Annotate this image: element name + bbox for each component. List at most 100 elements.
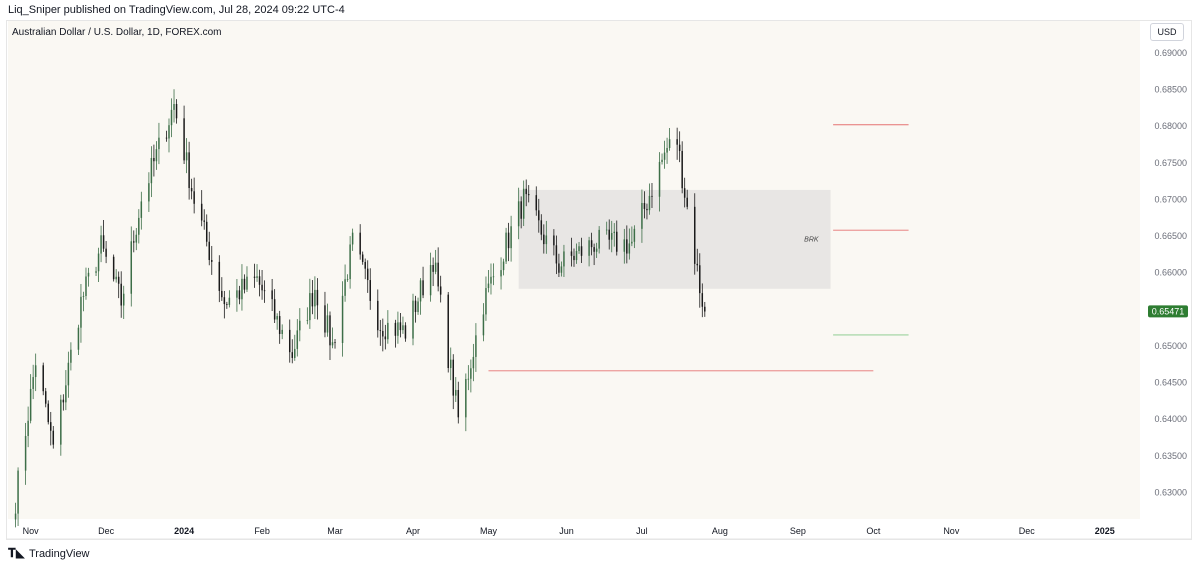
candle-up	[349, 244, 351, 280]
candle-up	[281, 329, 283, 335]
candle-up	[387, 322, 389, 340]
candle-up	[122, 293, 125, 306]
candle-down	[47, 403, 49, 423]
candle-up	[470, 368, 472, 379]
candle-up	[502, 261, 505, 271]
candle-down	[377, 300, 379, 331]
candle-down	[439, 286, 442, 295]
price-tick-label: 0.68000	[1154, 121, 1187, 131]
candle-down	[678, 144, 681, 151]
candle-up	[588, 240, 590, 256]
candle-down	[626, 239, 628, 254]
time-tick-label: Oct	[866, 526, 881, 536]
time-tick-label: Aug	[712, 526, 728, 536]
candle-down	[334, 342, 336, 344]
candle-up	[648, 195, 651, 211]
candle-up	[95, 271, 97, 273]
candle-up	[500, 270, 502, 277]
candle-up	[346, 279, 349, 280]
candle-up	[510, 226, 512, 249]
candle-up	[294, 348, 296, 358]
time-tick-label: Dec	[1019, 526, 1036, 536]
candle-down	[226, 304, 228, 305]
candle-up	[82, 295, 85, 297]
candle-up	[65, 385, 67, 403]
candle-down	[329, 315, 331, 346]
candle-up	[341, 295, 344, 343]
candle-down	[120, 283, 122, 306]
candle-up	[344, 279, 346, 296]
last-price-badge	[1148, 305, 1188, 318]
time-tick-label: Nov	[943, 526, 960, 536]
candle-up	[658, 161, 661, 197]
last-price-label: 0.65471	[1152, 306, 1185, 316]
candle-up	[465, 378, 467, 418]
candle-up	[412, 300, 414, 339]
candle-down	[686, 197, 688, 207]
candle-up	[14, 513, 17, 520]
candle-up	[578, 246, 580, 251]
time-tick-label: Dec	[98, 526, 115, 536]
candle-up	[140, 201, 143, 218]
candle-down	[590, 240, 593, 248]
publish-info: Liq_Sniper published on TradingView.com,…	[8, 4, 345, 16]
candle-up	[598, 229, 600, 249]
candle-up	[306, 320, 309, 321]
candle-up	[185, 152, 188, 161]
candle-up	[402, 325, 404, 331]
candle-down	[316, 289, 319, 306]
candle-up	[173, 104, 175, 110]
candle-down	[165, 137, 168, 139]
candle-up	[314, 289, 316, 307]
candle-up	[419, 280, 422, 302]
candle-down	[190, 188, 193, 192]
candle-down	[361, 254, 364, 262]
price-tick-label: 0.63000	[1154, 487, 1187, 497]
candle-up	[560, 266, 563, 273]
candle-up	[623, 239, 626, 252]
candle-up	[80, 296, 82, 328]
candle-down	[704, 306, 706, 312]
candle-down	[50, 422, 52, 431]
candle-up	[397, 322, 399, 336]
candle-down	[188, 152, 190, 189]
candle-down	[555, 245, 558, 264]
candle-down	[112, 256, 115, 280]
candle-down	[525, 188, 527, 195]
candle-up	[236, 290, 238, 298]
candle-up	[487, 283, 490, 289]
candle-up	[87, 272, 90, 277]
candle-down	[701, 293, 704, 307]
candle-up	[631, 241, 633, 244]
candle-down	[205, 221, 208, 242]
candle-up	[135, 234, 138, 243]
candle-down	[643, 203, 646, 209]
candle-down	[520, 201, 522, 219]
candle-down	[218, 261, 221, 291]
candle-down	[527, 194, 530, 196]
candle-up	[24, 435, 27, 471]
currency-button[interactable]: USD	[1150, 23, 1184, 41]
candle-up	[668, 139, 671, 148]
candle-up	[309, 293, 311, 321]
candle-up	[633, 228, 636, 242]
candle-down	[364, 261, 366, 269]
candle-down	[570, 251, 573, 256]
candle-down	[211, 260, 213, 262]
candle-up	[296, 330, 299, 349]
time-tick-label: 2024	[174, 526, 194, 536]
candle-down	[288, 329, 291, 353]
candle-down	[507, 232, 510, 249]
candle-down	[311, 293, 314, 307]
candle-down	[200, 203, 203, 221]
candle-up	[115, 276, 117, 280]
candle-up	[17, 470, 19, 514]
candle-up	[138, 217, 140, 235]
tradingview-logo[interactable]: 𝐓◣ TradingView	[8, 546, 90, 561]
candle-down	[432, 264, 434, 272]
candle-down	[696, 263, 699, 266]
candle-up	[70, 349, 72, 363]
candle-down	[538, 210, 540, 221]
